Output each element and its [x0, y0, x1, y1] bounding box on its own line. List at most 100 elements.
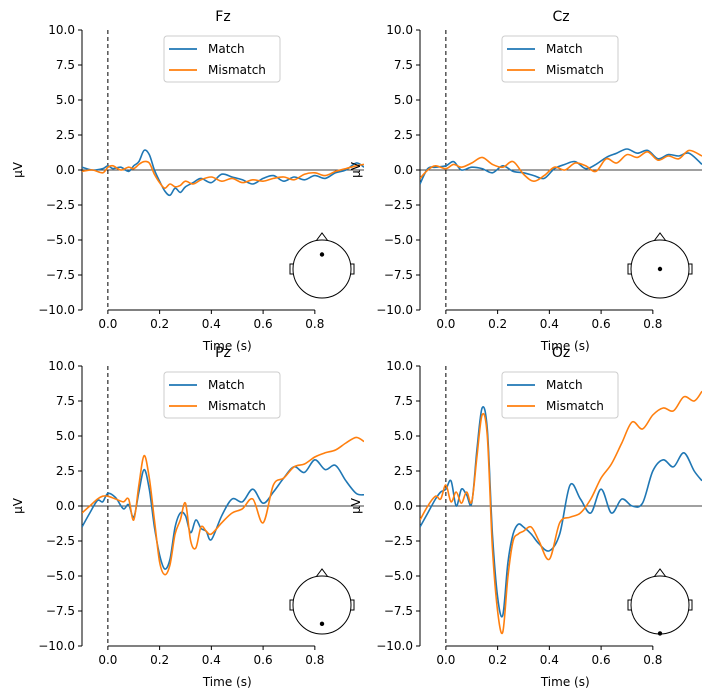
series-line-match	[420, 406, 702, 618]
y-tick-label: 2.5	[56, 128, 75, 142]
legend: Match Mismatch	[163, 35, 281, 83]
x-tick-label: 0.6	[592, 317, 611, 331]
y-tick-label: 5.0	[394, 93, 413, 107]
x-tick-label: 0.2	[488, 317, 507, 331]
y-tick-label: −5.0	[46, 569, 75, 583]
head-nose	[315, 232, 329, 242]
sensor-dot	[657, 266, 663, 272]
panel-title: Oz	[552, 345, 570, 361]
y-tick-label: 10.0	[386, 359, 413, 373]
y-tick-label: −5.0	[46, 233, 75, 247]
y-tick-label: 10.0	[386, 23, 413, 37]
x-tick-label: 0.6	[254, 317, 273, 331]
legend-label-match: Match	[546, 378, 583, 392]
x-tick-label: 0.0	[98, 317, 117, 331]
legend-label-mismatch: Mismatch	[546, 399, 604, 413]
y-tick-label: 5.0	[56, 429, 75, 443]
y-tick-label: 7.5	[56, 58, 75, 72]
y-axis-label: µV	[11, 161, 25, 178]
panel-title: Cz	[552, 9, 569, 25]
legend-label-mismatch: Mismatch	[208, 63, 266, 77]
head-ear-left	[627, 263, 632, 275]
y-tick-label: −2.5	[384, 198, 413, 212]
y-tick-label: 7.5	[394, 394, 413, 408]
y-tick-label: 0.0	[56, 499, 75, 513]
y-tick-label: −10.0	[38, 303, 75, 317]
legend: Match Mismatch	[163, 371, 281, 419]
x-tick-label: 0.8	[305, 653, 324, 667]
y-axis-label: µV	[349, 497, 363, 514]
sensor-head-icon	[289, 568, 355, 635]
x-tick-label: 0.8	[305, 317, 324, 331]
x-axis-label: Time (s)	[202, 339, 252, 353]
x-tick-label: 0.2	[488, 653, 507, 667]
x-tick-label: 0.0	[436, 317, 455, 331]
x-tick-label: 0.6	[592, 653, 611, 667]
head-ear-right	[688, 599, 693, 611]
legend-label-match: Match	[546, 42, 583, 56]
y-tick-label: −2.5	[384, 534, 413, 548]
head-ear-left	[289, 263, 294, 275]
sensor-dot	[319, 621, 325, 627]
head-outline	[292, 575, 352, 635]
sensor-dot	[319, 252, 325, 257]
x-axis-label: Time (s)	[540, 675, 590, 689]
x-axis-label: Time (s)	[202, 675, 252, 689]
y-tick-label: −5.0	[384, 569, 413, 583]
y-tick-label: 0.0	[394, 163, 413, 177]
y-tick-label: 7.5	[394, 58, 413, 72]
legend-label-match: Match	[208, 378, 245, 392]
x-tick-label: 0.8	[643, 653, 662, 667]
legend-label-mismatch: Mismatch	[546, 63, 604, 77]
legend-label-mismatch: Mismatch	[208, 399, 266, 413]
head-ear-left	[289, 599, 294, 611]
y-tick-label: −7.5	[46, 604, 75, 618]
head-ear-right	[688, 263, 693, 275]
y-tick-label: 0.0	[56, 163, 75, 177]
series-line-match	[82, 459, 364, 570]
y-tick-label: 10.0	[48, 23, 75, 37]
y-tick-label: −7.5	[384, 604, 413, 618]
y-tick-label: 2.5	[56, 464, 75, 478]
plot-area	[420, 390, 702, 635]
sensor-head-icon	[627, 568, 693, 636]
panel-title: Fz	[215, 9, 230, 25]
panel-cz: Cz 10.0 7.5 5.0 2.5 0.0 −2.5 −5.0 −7.5 −10.0 µV 0.0…	[349, 9, 702, 353]
plot-area	[82, 149, 364, 197]
x-tick-label: 0.6	[254, 653, 273, 667]
head-ear-right	[350, 263, 355, 275]
y-tick-label: 0.0	[394, 499, 413, 513]
x-tick-label: 0.0	[98, 653, 117, 667]
plot-area	[82, 436, 364, 576]
series-line-mismatch	[82, 160, 364, 189]
y-tick-label: −2.5	[46, 534, 75, 548]
x-tick-label: 0.2	[150, 317, 169, 331]
y-tick-label: 2.5	[394, 128, 413, 142]
head-outline	[630, 575, 690, 635]
head-nose	[653, 232, 667, 242]
panel-title: Pz	[215, 345, 231, 361]
x-tick-label: 0.8	[643, 317, 662, 331]
head-outline	[292, 239, 352, 299]
panel-pz: Pz 10.0 7.5 5.0 2.5 0.0 −2.5 −5.0 −7.5 −10.0 µV 0.0…	[11, 345, 364, 689]
y-tick-label: 10.0	[48, 359, 75, 373]
x-tick-label: 0.4	[202, 317, 221, 331]
y-tick-label: 7.5	[56, 394, 75, 408]
series-line-mismatch	[420, 149, 702, 182]
y-tick-label: −2.5	[46, 198, 75, 212]
y-tick-label: −10.0	[38, 639, 75, 653]
legend: Match Mismatch	[501, 371, 619, 419]
x-axis-label: Time (s)	[540, 339, 590, 353]
series-line-match	[82, 149, 364, 197]
y-tick-label: −10.0	[376, 639, 413, 653]
x-tick-label: 0.2	[150, 653, 169, 667]
sensor-head-icon	[627, 232, 693, 299]
sensor-dot	[657, 631, 663, 636]
x-tick-label: 0.4	[202, 653, 221, 667]
y-tick-label: −10.0	[376, 303, 413, 317]
plot-area	[420, 148, 702, 185]
y-tick-label: −5.0	[384, 233, 413, 247]
head-nose	[653, 568, 667, 578]
y-axis-label: µV	[11, 497, 25, 514]
